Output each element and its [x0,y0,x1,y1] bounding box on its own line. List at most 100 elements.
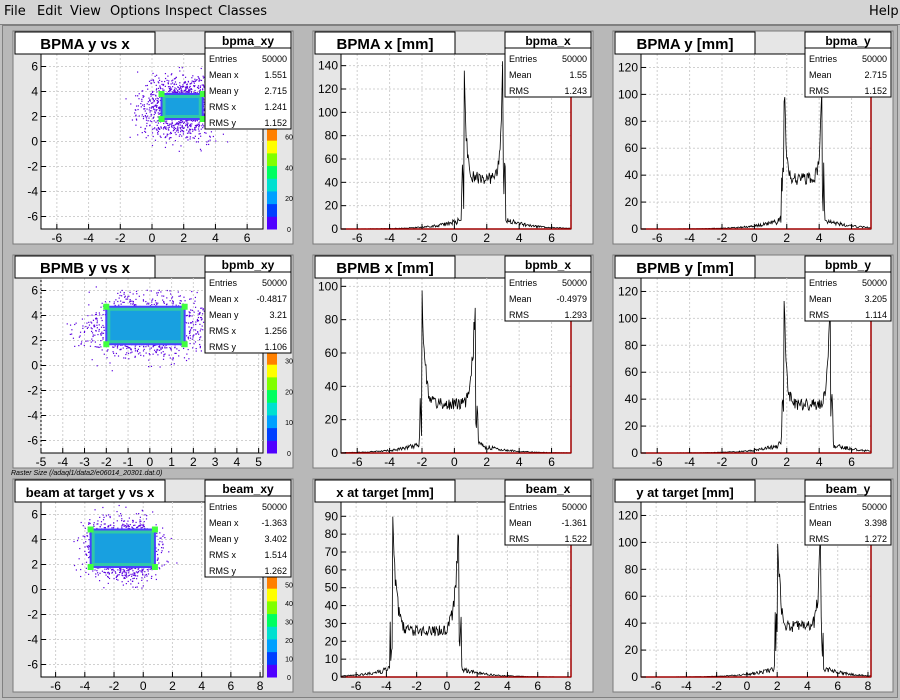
scatter-point [149,568,152,570]
scatter-point [181,91,183,93]
scatter-point [122,584,124,586]
stats-value: 1.262 [264,566,287,576]
scatter-point [175,92,177,94]
scatter-point [144,514,146,516]
palette-tick-label: 0 [287,451,291,458]
scatter-point [174,81,177,83]
scatter-point [140,571,142,573]
scatter-point [159,532,161,534]
scatter-point [181,89,183,92]
scatter-point [170,88,173,90]
scatter-point [136,586,138,588]
scatter-point [141,98,143,100]
scatter-point [176,122,178,124]
scatter-point [149,99,151,101]
scatter-point [187,91,189,94]
scatter-point [192,335,194,337]
x-tick-label: -4 [79,679,90,693]
menu-inspect[interactable]: Inspect [165,4,213,19]
scatter-point [159,86,161,88]
scatter-point [144,115,147,117]
scatter-point [202,309,204,311]
scatter-point [199,343,201,346]
y-tick-label: 0 [31,135,38,149]
scatter-point [173,89,176,91]
scatter-point [129,523,131,526]
scatter-point [86,322,88,324]
scatter-point [157,302,159,304]
root-canvas[interactable]: 0 20 40 60 -6 -4 -2 0 2 4 6 -6 -4 -2 0 2 4 6 BPMA y vs x bp… [2,25,898,698]
scatter-point [100,326,103,328]
scatter-point [164,80,166,83]
menu-file[interactable]: File [4,4,26,19]
stats-value: 50000 [262,278,287,288]
scatter-point [96,322,98,324]
scatter-point [197,128,200,130]
stats-value: 1.114 [865,310,887,320]
menu-help[interactable]: Help [869,4,899,19]
scatter-point [189,132,191,134]
stats-value: 1.551 [264,70,287,80]
scatter-point [203,114,205,117]
scatter-point [193,129,195,131]
scatter-point [197,86,199,88]
stats-value: 1.55 [569,70,587,80]
scatter-point [192,137,194,139]
stats-key: Entries [809,502,838,512]
scatter-point [184,300,186,302]
scatter-point [142,350,145,352]
scatter-point [145,116,147,118]
scatter-point [82,525,84,527]
scatter-point [117,344,119,347]
scatter-point [95,313,97,316]
y-tick-label: 20 [625,643,639,657]
scatter-point [156,99,158,102]
scatter-point [113,522,115,524]
x-tick-label: 6 [534,679,541,693]
scatter-point [150,82,152,85]
scatter-point [189,334,191,337]
menu-classes[interactable]: Classes [218,4,267,19]
stats-value: 3.21 [269,310,287,320]
scatter-point [168,354,170,356]
scatter-point [186,132,189,134]
scatter-point [167,133,169,136]
x-tick-label: -6 [652,455,663,469]
scatter-point [156,532,158,535]
scatter-point [202,84,204,86]
scatter-point [96,318,98,320]
stats-key: RMS y [209,566,237,576]
scatter-point [189,312,191,314]
scatter-point [103,309,105,312]
scatter-point [125,575,127,577]
scatter-point [156,97,158,99]
scatter-point [140,527,142,529]
scatter-point [132,300,134,303]
scatter-point [189,89,191,92]
x-tick-label: -2 [109,679,120,693]
scatter-point [88,557,90,559]
scatter-point [135,567,137,570]
scatter-point [222,133,224,135]
panel-title: x at target [mm] [336,485,434,500]
scatter-point [198,130,200,132]
scatter-point [194,306,197,308]
scatter-point [145,573,148,576]
scatter-point [187,81,190,83]
stats-value: 3.398 [864,518,887,528]
menu-edit[interactable]: Edit [37,4,63,19]
scatter-point [133,572,135,574]
scatter-point [159,349,161,351]
scatter-point [102,514,104,516]
stats-name: bpmb_x [525,258,571,272]
scatter-point [111,568,113,571]
scatter-point [203,113,205,115]
stats-value: 3.402 [264,534,287,544]
stats-value: 50000 [562,502,587,512]
menu-options[interactable]: Options [110,4,161,19]
menu-view[interactable]: View [70,4,101,19]
scatter-point [142,524,144,526]
scatter-point [142,568,144,571]
scatter-point [160,87,162,90]
